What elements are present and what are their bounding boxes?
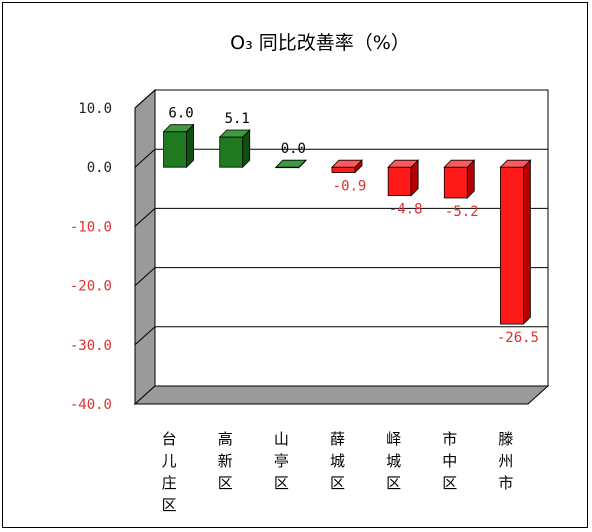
value-label: -0.9 [333,179,367,195]
value-label: -26.5 [497,330,539,346]
bar [499,159,532,326]
floor [133,385,550,405]
category-label: 台儿庄区 [162,430,177,514]
category-label: 峄城区 [386,430,401,492]
bar [162,123,195,169]
y-tick-label: 10.0 [78,101,112,117]
value-label: -5.2 [445,204,479,220]
bar [274,159,307,169]
gridline [134,148,548,168]
value-label: 6.0 [168,106,193,122]
y-tick-label: -10.0 [70,219,112,235]
bar [331,159,363,174]
chart-title: O₃ 同比改善率（%） [230,32,410,54]
y-tick-label: 0.0 [87,160,112,176]
category-label: 高新区 [218,430,233,492]
category-label: 薛城区 [330,430,345,492]
value-label: -4.8 [389,202,423,218]
gridline [134,267,548,286]
value-label: 5.1 [225,111,250,127]
category-label: 滕州市 [498,430,513,492]
side-wall [134,88,156,406]
back-wall [154,89,549,387]
gridline [134,326,548,346]
bar [443,159,476,199]
category-label: 市中区 [442,430,457,492]
y-tick-label: -30.0 [70,338,112,354]
gridline [134,207,548,227]
bar [218,129,251,169]
gridline [134,89,548,109]
bar [387,159,420,197]
value-label: 0.0 [281,141,306,157]
category-label: 山亭区 [274,430,289,492]
y-tick-label: -20.0 [70,279,112,295]
y-tick-label: -40.0 [70,397,112,413]
